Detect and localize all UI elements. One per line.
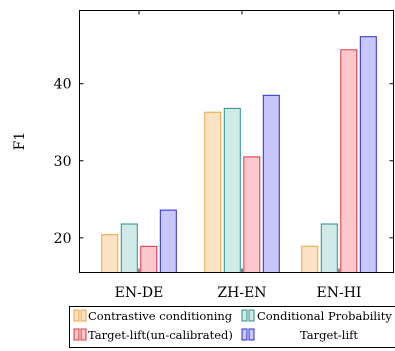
legend-label: Conditional Probability xyxy=(257,309,392,323)
x-tick-label: EN-DE xyxy=(115,285,164,301)
bar-en-hi-series-1 xyxy=(301,245,319,274)
y-tick-label: 20 xyxy=(54,231,72,247)
bar-en-hi-series-2 xyxy=(320,223,338,273)
legend-swatch xyxy=(248,309,255,322)
y-axis-label: F1 xyxy=(12,132,28,151)
legend: Contrastive conditioning Conditional Prob… xyxy=(69,306,395,348)
bar-zh-en-series-1 xyxy=(204,111,222,273)
bar-zh-en-series-2 xyxy=(223,107,241,274)
x-tick-label: ZH-EN xyxy=(217,285,266,301)
plot-frame xyxy=(79,10,394,273)
bar-en-de-series-2 xyxy=(120,223,138,273)
x-axis: EN-DE ZH-EN EN-HI xyxy=(115,10,362,301)
legend-box xyxy=(69,306,395,348)
y-tick-label: 40 xyxy=(54,77,72,93)
y-tick-label: 30 xyxy=(54,154,72,170)
legend-swatch xyxy=(80,328,87,341)
bar-zh-en-series-3 xyxy=(243,156,261,273)
legend-swatch xyxy=(73,328,80,341)
bar-en-hi-series-4 xyxy=(359,36,377,274)
legend-swatch xyxy=(241,309,248,322)
bar-en-de-series-4 xyxy=(159,209,177,274)
x-tick-label: EN-HI xyxy=(317,285,362,301)
bar-en-hi-series-3 xyxy=(340,49,358,273)
y-axis: 20 30 40 xyxy=(54,77,394,247)
bars-layer xyxy=(101,36,377,274)
legend-swatch xyxy=(80,309,87,322)
bar-zh-en-series-4 xyxy=(262,94,280,273)
legend-label: Contrastive conditioning xyxy=(88,309,233,323)
legend-label: Target-lift xyxy=(300,328,358,342)
legend-swatch xyxy=(248,328,255,341)
legend-swatch xyxy=(241,328,248,341)
bar-en-de-series-3 xyxy=(140,245,158,274)
legend-label: Target-lift(un-calibrated) xyxy=(88,328,233,342)
legend-swatch xyxy=(73,309,80,322)
bar-en-de-series-1 xyxy=(101,234,119,273)
